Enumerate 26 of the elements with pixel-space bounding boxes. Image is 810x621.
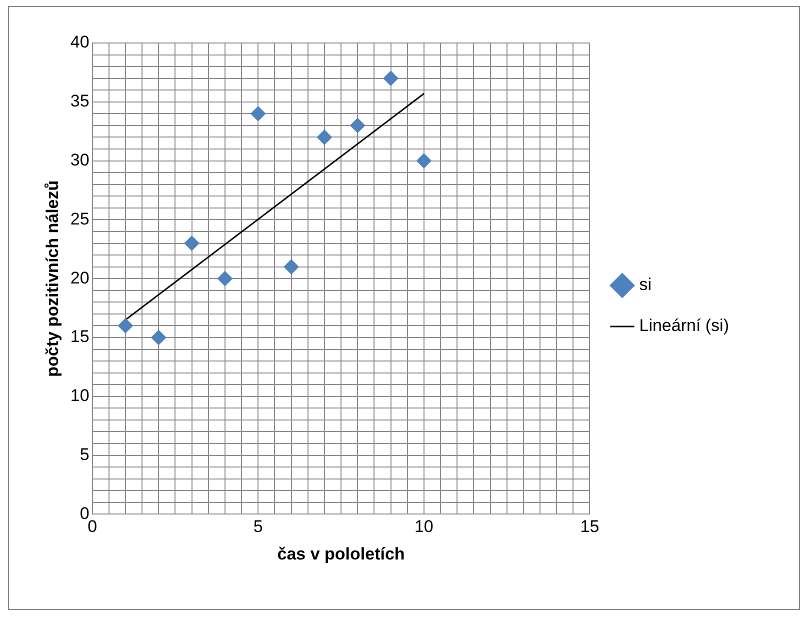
- y-tick-label: 5: [80, 444, 90, 464]
- point: [284, 259, 299, 274]
- point: [383, 70, 398, 86]
- point: [118, 318, 133, 334]
- y-tick-label: 10: [70, 386, 90, 406]
- point: [316, 130, 332, 145]
- point: [151, 330, 166, 345]
- y-tick-label: 15: [70, 327, 90, 346]
- point: [416, 153, 432, 168]
- y-tick-label: 30: [70, 150, 90, 170]
- y-tick-label: 0: [80, 504, 90, 523]
- x-tick-label: 10: [414, 517, 434, 536]
- x-tick-label: 5: [253, 517, 263, 536]
- point: [217, 271, 232, 286]
- y-axis-title: počty pozitivních nálezů: [42, 180, 62, 377]
- point: [184, 236, 200, 251]
- legend-label: Lineární (si): [639, 316, 730, 336]
- x-axis-title: čas v pololetích: [277, 544, 405, 564]
- legend-label: si: [639, 275, 652, 294]
- point: [250, 106, 266, 122]
- point: [350, 118, 366, 133]
- y-tick-label: 25: [70, 209, 90, 228]
- y-tick-label: 35: [70, 92, 90, 111]
- y-tick-label: 40: [70, 32, 90, 52]
- y-tick-label: 20: [70, 268, 90, 288]
- x-tick-label: 15: [580, 517, 600, 536]
